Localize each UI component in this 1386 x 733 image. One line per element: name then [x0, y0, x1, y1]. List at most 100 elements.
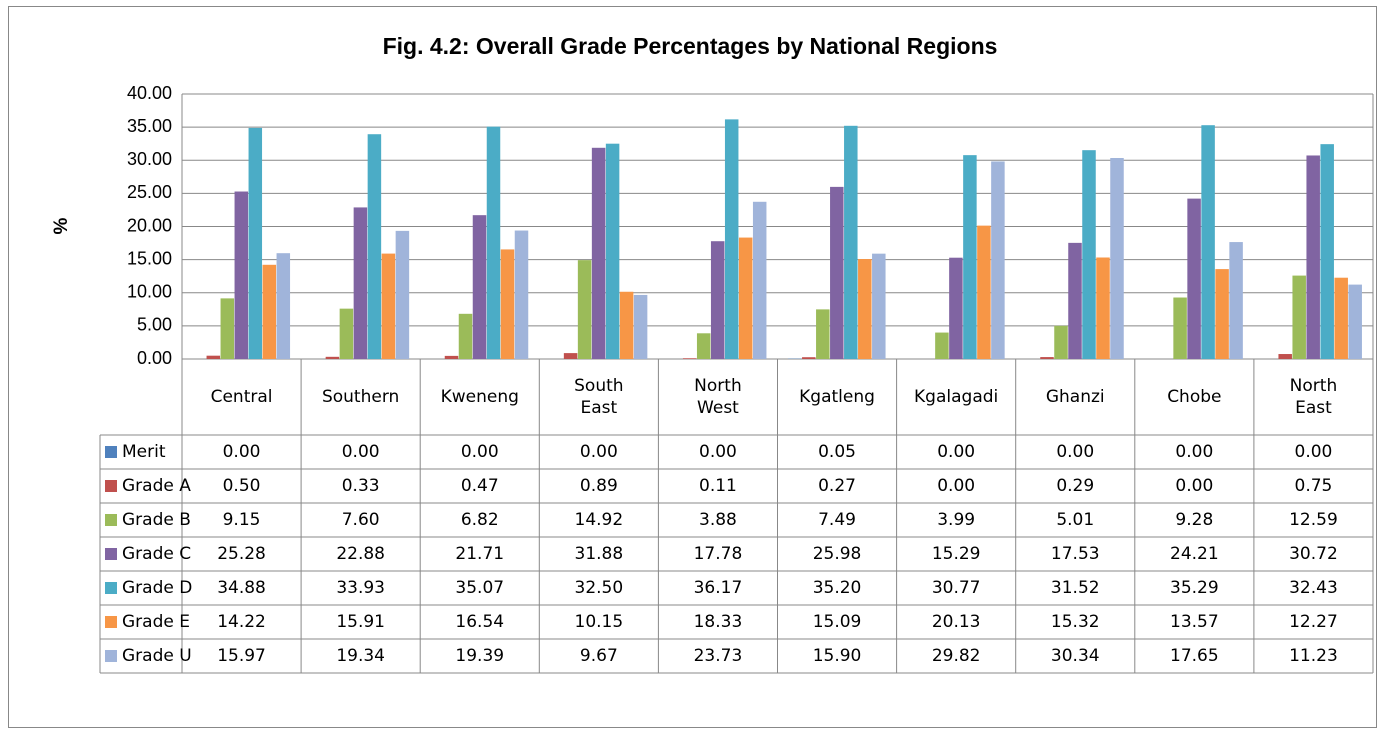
table-value: 25.28: [217, 544, 266, 564]
bar: [276, 253, 291, 359]
table-value: 0.33: [342, 476, 380, 496]
table-value: 0.00: [1175, 476, 1213, 496]
table-value: 3.88: [699, 510, 737, 530]
table-value: 23.73: [694, 646, 743, 666]
table-value: 7.49: [818, 510, 856, 530]
bar: [802, 357, 816, 359]
table-value: 17.53: [1051, 544, 1100, 564]
table-value: 17.78: [694, 544, 743, 564]
table-value: 31.88: [575, 544, 624, 564]
table-value: 15.90: [813, 646, 862, 666]
bar: [1320, 144, 1334, 359]
legend-key: [105, 650, 117, 662]
table-value: 14.22: [217, 612, 266, 632]
legend-label: Grade B: [122, 510, 191, 530]
bar: [991, 161, 1005, 359]
bar: [844, 125, 858, 359]
table-value: 17.65: [1170, 646, 1219, 666]
table-value: 15.09: [813, 612, 862, 632]
bar: [353, 207, 368, 359]
legend-label: Grade A: [122, 476, 191, 496]
bar: [325, 356, 340, 359]
y-tick-label: 40.00: [127, 83, 172, 103]
bar: [234, 191, 249, 359]
bar: [367, 134, 382, 359]
table-value: 36.17: [694, 578, 743, 598]
bar: [248, 127, 263, 359]
bar: [682, 358, 697, 359]
bar: [963, 155, 977, 359]
bar: [563, 353, 578, 359]
legend-label: Grade D: [122, 578, 192, 598]
x-tick-label: Ghanzi: [1046, 387, 1105, 407]
table-value: 12.27: [1289, 612, 1338, 632]
table-value: 6.82: [461, 510, 499, 530]
table-value: 0.50: [223, 476, 261, 496]
y-axis-label: %: [51, 217, 72, 234]
bar: [1082, 150, 1096, 359]
table-value: 9.15: [223, 510, 261, 530]
bar: [1306, 155, 1320, 359]
table-value: 15.32: [1051, 612, 1100, 632]
table-value: 0.00: [580, 442, 618, 462]
bar: [591, 147, 606, 359]
table-value: 35.07: [455, 578, 504, 598]
table-value: 19.39: [455, 646, 504, 666]
legend-key: [105, 616, 117, 628]
table-value: 30.72: [1289, 544, 1338, 564]
table-value: 0.00: [342, 442, 380, 462]
legend-key: [105, 548, 117, 560]
bar: [710, 241, 725, 359]
bar: [1278, 354, 1292, 359]
bar: [633, 294, 648, 359]
bar: [935, 332, 949, 359]
bar: [472, 215, 487, 359]
table-value: 0.29: [1056, 476, 1094, 496]
table-value: 33.93: [336, 578, 385, 598]
bar: [444, 355, 459, 359]
table-value: 35.29: [1170, 578, 1219, 598]
table-value: 0.05: [818, 442, 856, 462]
bar: [486, 126, 501, 359]
table-value: 0.75: [1295, 476, 1333, 496]
table-value: 25.98: [813, 544, 862, 564]
table-value: 0.11: [699, 476, 737, 496]
table-value: 16.54: [455, 612, 504, 632]
bar: [500, 249, 515, 359]
table-value: 31.52: [1051, 578, 1100, 598]
table-value: 24.21: [1170, 544, 1219, 564]
table-value: 34.88: [217, 578, 266, 598]
x-tick-label: North East: [1290, 376, 1338, 418]
x-tick-label: North West: [694, 376, 742, 418]
y-tick-label: 10.00: [127, 282, 172, 302]
bar: [872, 253, 886, 359]
legend-key: [105, 582, 117, 594]
legend-key: [105, 514, 117, 526]
table-value: 0.00: [1175, 442, 1213, 462]
bar: [339, 308, 354, 359]
table-value: 11.23: [1289, 646, 1338, 666]
y-tick-label: 15.00: [127, 248, 172, 268]
table-value: 21.71: [455, 544, 504, 564]
bar: [696, 333, 711, 359]
y-tick-label: 0.00: [137, 348, 172, 368]
legend-label: Grade C: [122, 544, 191, 564]
legend-label: Grade E: [122, 612, 190, 632]
table-value: 30.77: [932, 578, 981, 598]
table-value: 3.99: [937, 510, 975, 530]
x-tick-label: Chobe: [1167, 387, 1221, 407]
bar: [605, 143, 620, 359]
y-tick-label: 20.00: [127, 215, 172, 235]
x-tick-label: South East: [574, 376, 623, 418]
bar: [1054, 325, 1068, 359]
x-tick-label: Kweneng: [441, 387, 519, 407]
x-tick-label: Kgatleng: [799, 387, 875, 407]
bar: [816, 309, 830, 359]
table-value: 5.01: [1056, 510, 1094, 530]
bar: [1173, 297, 1187, 359]
bar: [977, 225, 991, 359]
table-value: 10.15: [575, 612, 624, 632]
bar: [1215, 269, 1229, 359]
table-value: 15.91: [336, 612, 385, 632]
